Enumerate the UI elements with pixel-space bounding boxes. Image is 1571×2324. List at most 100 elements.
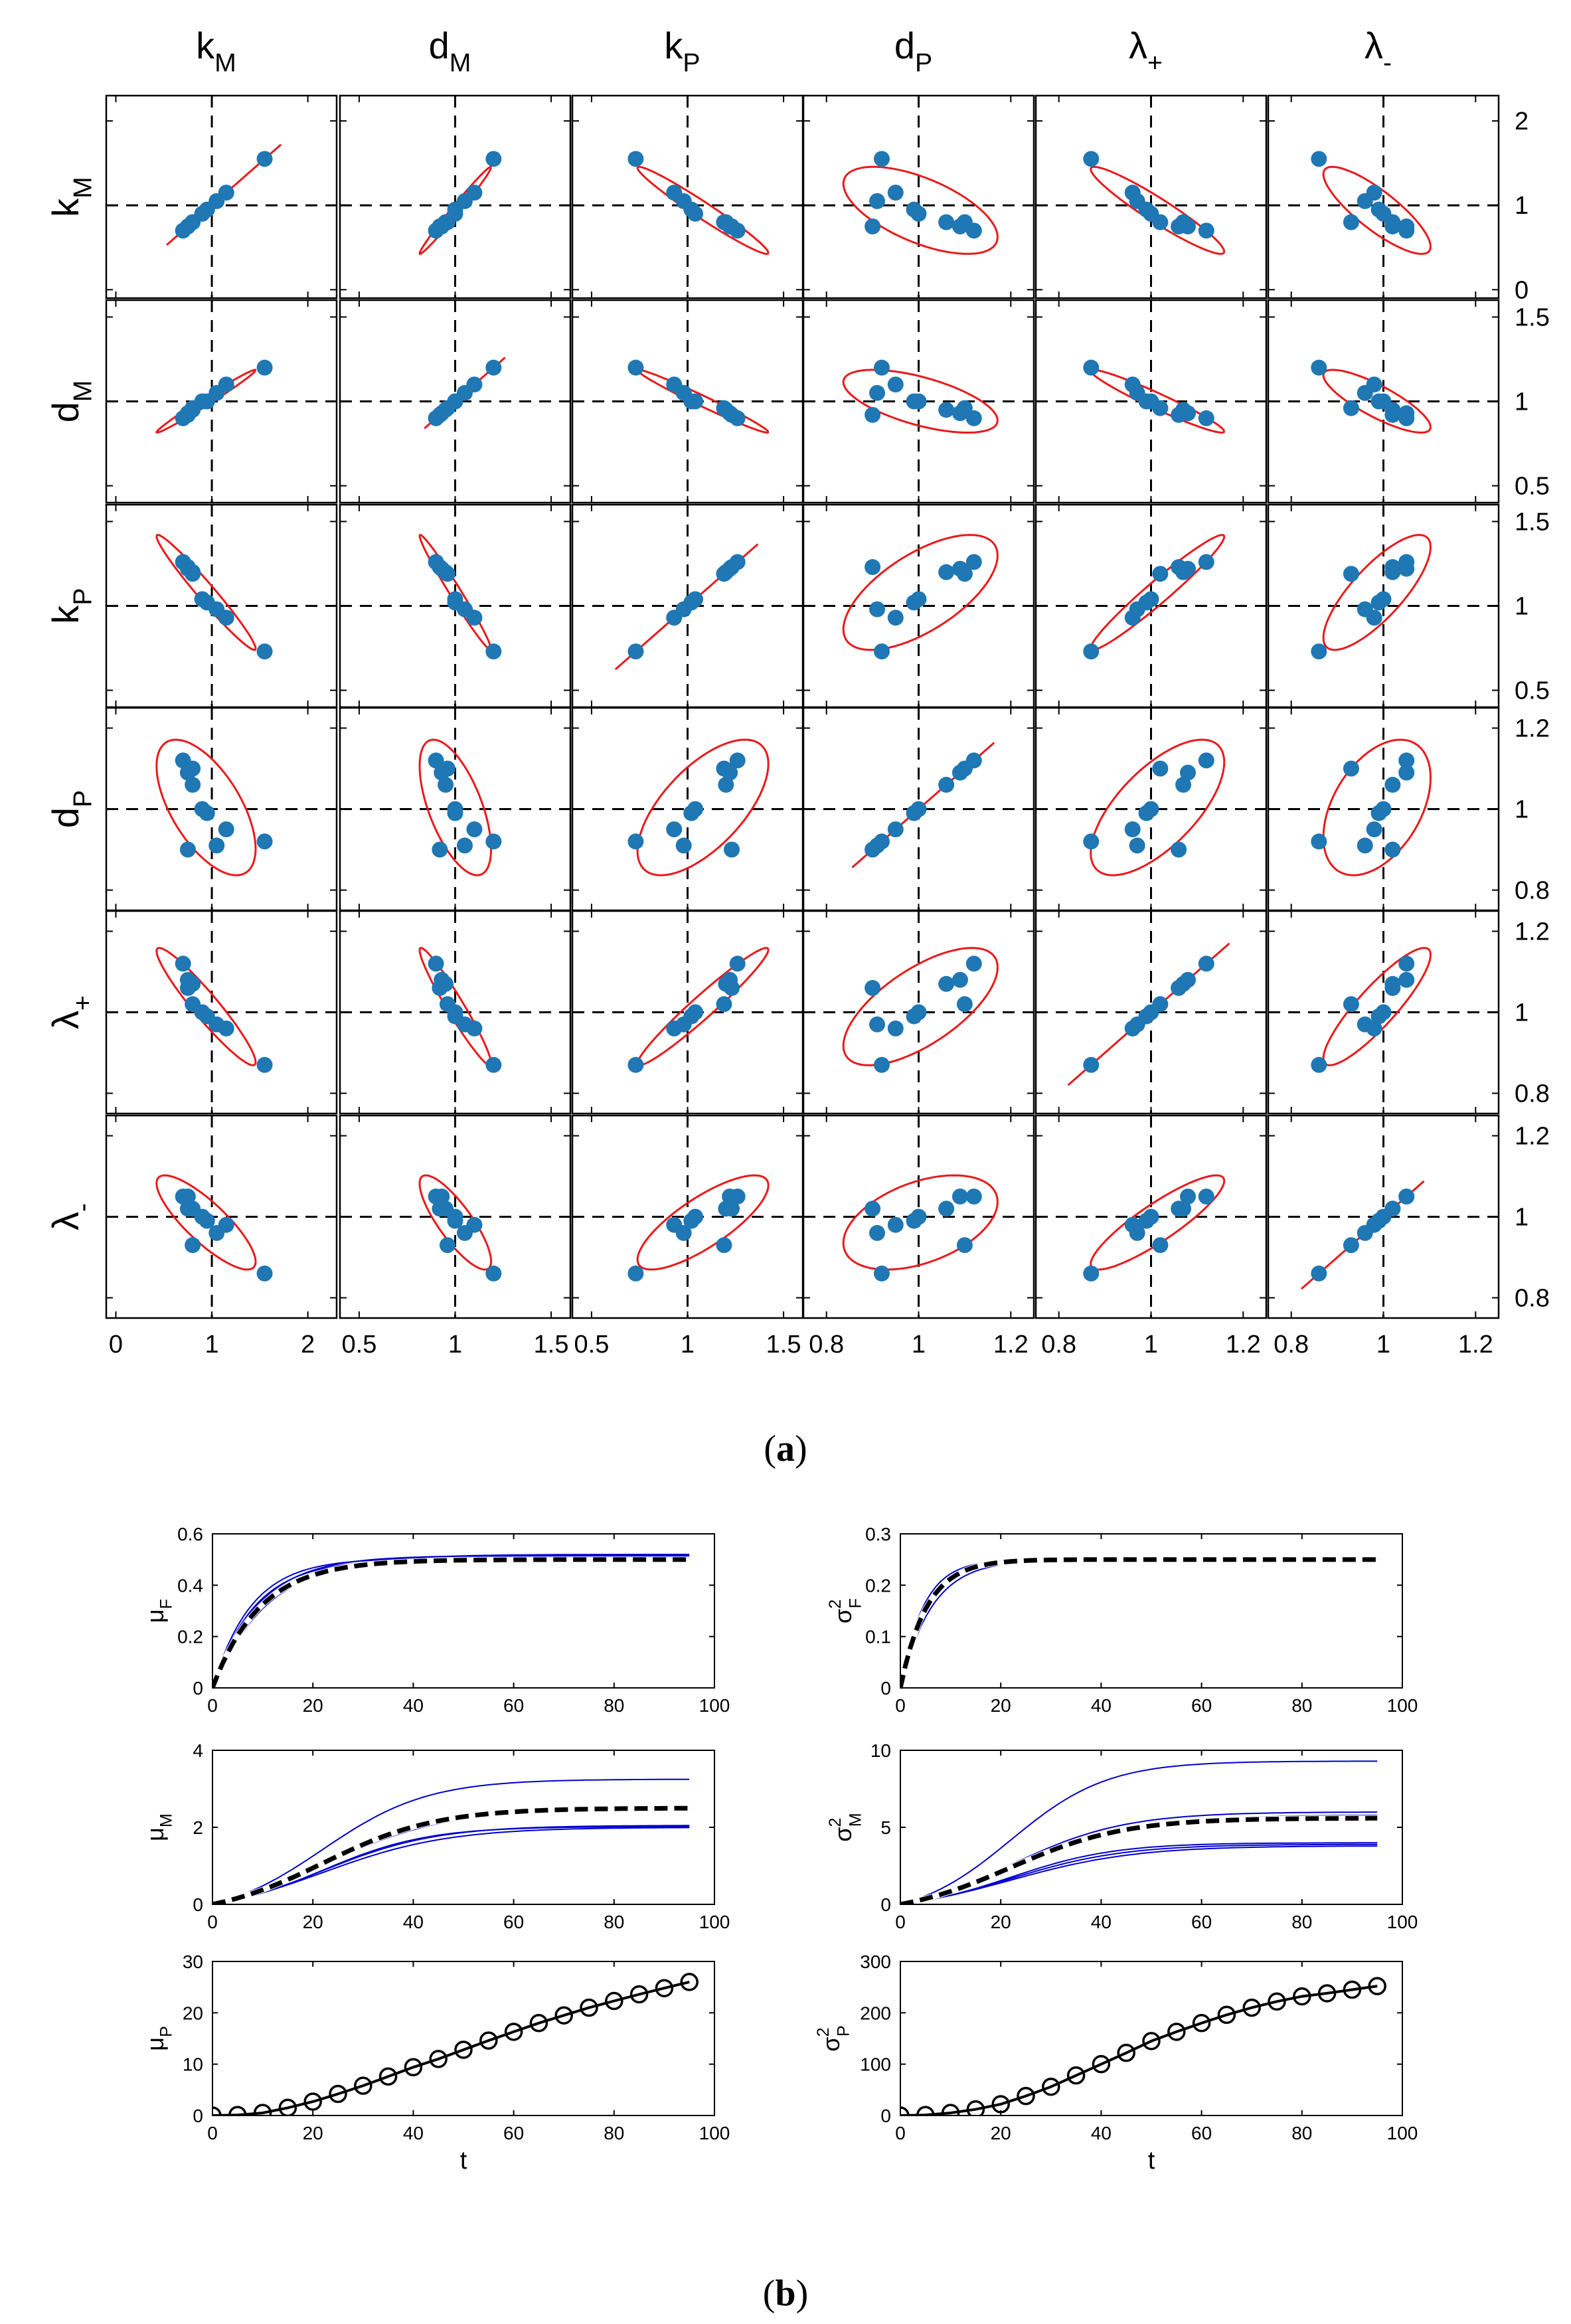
sample-point: [1384, 841, 1401, 858]
sample-point: [887, 376, 904, 393]
scatter-cell-r3-c1: [339, 706, 572, 912]
x-tick-label: 40: [403, 1695, 424, 1716]
scatter-cell-r5-c1: 0.5 1 1.5: [339, 1114, 572, 1359]
sample-point: [1152, 1237, 1169, 1254]
confidence-ellipse: [1090, 165, 1226, 255]
sample-point: [910, 1004, 927, 1021]
y-tick-label: 1.5: [1515, 508, 1550, 536]
sample-point: [1083, 151, 1100, 167]
sample-point: [185, 760, 201, 777]
row-label-1-base: d: [44, 402, 86, 422]
simulated-curve: [900, 1558, 1378, 1688]
sample-point: [1375, 591, 1392, 608]
column-header-3-base: d: [894, 25, 915, 66]
y-tick-label: 100: [860, 2054, 891, 2075]
y-tick-label: 0: [193, 2106, 203, 2126]
x-tick-label: 80: [604, 1695, 624, 1716]
mean-curve: [900, 1985, 1378, 2116]
sample-point: [887, 185, 904, 201]
sample-point: [256, 151, 273, 167]
x-tick-label: 0: [895, 2123, 906, 2143]
sample-point: [447, 801, 463, 817]
y-tick-label: 0: [880, 1678, 891, 1699]
column-header-1-base: d: [429, 25, 450, 66]
sample-point: [729, 1189, 746, 1204]
row-label-4-base: λ: [44, 1011, 86, 1029]
sample-point: [1375, 1004, 1392, 1021]
sample-point: [1083, 643, 1100, 660]
scatter-cell-r2-c0: [105, 503, 338, 708]
sample-point: [1384, 776, 1401, 793]
sample-point: [873, 1265, 890, 1282]
sample-point: [869, 193, 886, 209]
scatter-cell-r0-c3: [802, 94, 1035, 299]
sample-point: [1171, 406, 1187, 423]
scatter-cell-r3-c4: [1034, 706, 1268, 912]
sample-point: [1398, 971, 1415, 988]
confidence-ellipse: [636, 738, 770, 876]
sample-point: [185, 1237, 201, 1254]
timeseries-subplot-0: 0 20 40 60 80 100 0 0.2 0.4 0.6 μF: [141, 1524, 730, 1716]
confidence-ellipse: [842, 369, 999, 434]
cell-plot-area: [572, 505, 803, 707]
data-marker: [966, 2100, 985, 2116]
scatter-cell-r0-c1: [339, 94, 572, 299]
sample-point: [887, 610, 904, 626]
sample-point: [218, 821, 234, 837]
sample-point: [1143, 801, 1159, 817]
scatter-cell-r1-c3: [802, 299, 1035, 504]
timeseries-subplot-2: 0 20 40 60 80 100 0 2 4 μM: [141, 1740, 730, 1932]
sample-point: [1357, 1016, 1373, 1033]
sample-point: [1375, 801, 1392, 817]
sample-point: [485, 151, 502, 167]
sample-point: [687, 1004, 704, 1021]
sample-point: [1175, 776, 1192, 793]
sample-point: [910, 1208, 927, 1225]
row-label-2: kP: [44, 588, 98, 623]
scatter-cell-r0-c2: [571, 94, 804, 299]
column-header-0-base: k: [196, 25, 215, 66]
scatter-cell-r2-c5: 0.5 1 1.5: [1267, 503, 1550, 708]
column-header-3-sub: P: [915, 49, 932, 78]
sample-point: [965, 1189, 982, 1204]
sample-point: [1198, 955, 1214, 972]
sample-point: [956, 400, 973, 416]
y-tick-label: 1.2: [1515, 918, 1550, 946]
column-header-0-sub: M: [214, 49, 236, 78]
x-tick-label: 60: [503, 2123, 524, 2143]
sample-point: [956, 214, 973, 230]
cell-plot-area: [106, 911, 337, 1114]
scatter-cell-r4-c5: 0.8 1 1.2: [1267, 910, 1550, 1115]
simulated-curve: [900, 1760, 1378, 1904]
sample-point: [1143, 1208, 1159, 1225]
y-tick-label: 1: [1515, 192, 1529, 220]
x-tick-label: 0.8: [1041, 1331, 1076, 1359]
confidence-ellipse: [155, 738, 257, 876]
data-marker: [354, 2076, 372, 2095]
x-tick-label: 0: [207, 1695, 218, 1716]
y-axis-label-base: μ: [141, 1827, 169, 1841]
simulated-curve: [212, 1556, 690, 1688]
sample-point: [256, 1056, 273, 1073]
column-header-3: dP: [894, 25, 932, 78]
data-marker: [1368, 1977, 1386, 1995]
sample-point: [873, 1056, 890, 1073]
subplot-plot-area: [900, 1760, 1378, 1904]
sample-point: [1083, 359, 1100, 376]
data-marker: [1217, 2005, 1236, 2025]
confidence-ellipse: [1322, 165, 1432, 255]
simulated-curve: [212, 1554, 690, 1688]
sample-point: [432, 979, 448, 996]
sample-point: [1124, 821, 1141, 837]
simulated-curve: [212, 1554, 690, 1688]
sample-point: [1171, 979, 1187, 996]
sample-point: [675, 1224, 692, 1241]
y-tick-label: 5: [880, 1817, 891, 1838]
sample-point: [910, 205, 927, 222]
x-tick-label: 1: [448, 1331, 462, 1359]
cell-frame: [105, 1114, 338, 1319]
column-header-4-sub: +: [1147, 49, 1163, 78]
sample-point: [938, 564, 955, 580]
data-marker: [1343, 1980, 1362, 1999]
